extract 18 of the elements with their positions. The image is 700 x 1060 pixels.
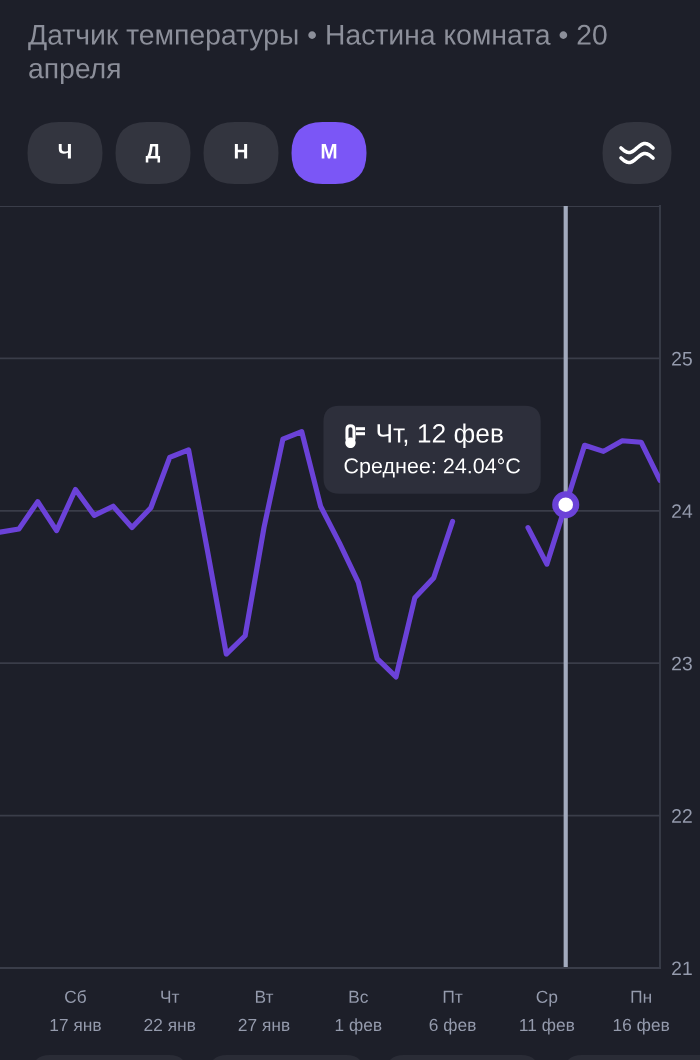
text: Д bbox=[145, 144, 161, 163]
x-tick-label: Ср 11 фев bbox=[520, 990, 575, 1035]
text: М bbox=[321, 144, 337, 159]
x-tick-label: Вс 1 фев bbox=[335, 990, 382, 1035]
x-tick-label: Чт 22 янв bbox=[144, 990, 196, 1031]
x-tick-label: Сб 17 янв bbox=[50, 990, 101, 1031]
chart-title: Датчик температуры • Настина комната • 20 апреля bbox=[28, 24, 607, 85]
y-tick-label: 22 bbox=[672, 809, 692, 823]
text: Н bbox=[234, 144, 248, 159]
annotation: Чт, 12 фев Среднее: 24.04°C bbox=[344, 423, 521, 478]
x-tick-label: Пт 6 фев bbox=[429, 990, 476, 1035]
y-tick-label: 21 bbox=[672, 961, 692, 976]
y-tick-label: 24 bbox=[672, 504, 693, 518]
y-tick-label: 23 bbox=[672, 656, 692, 671]
x-tick-label: Пн 16 фев bbox=[613, 990, 670, 1035]
text: Ч bbox=[58, 144, 71, 159]
x-tick-label: Вт 27 янв bbox=[238, 990, 290, 1031]
y-tick-label: 25 bbox=[672, 351, 692, 366]
